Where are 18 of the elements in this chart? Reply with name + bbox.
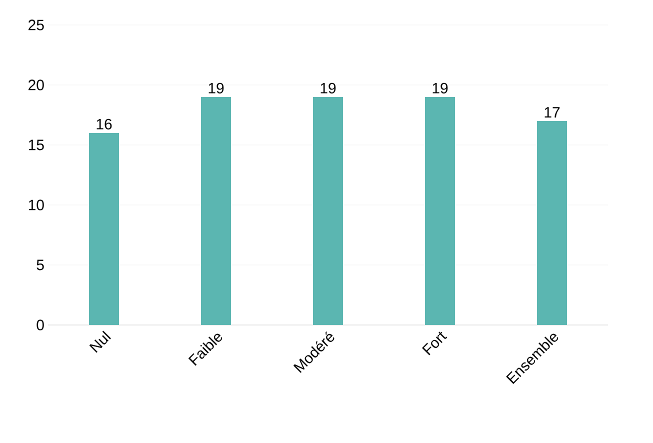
data-label: 19 [208, 82, 224, 94]
y-tick-label: 15 [28, 140, 44, 150]
bar [425, 96, 455, 325]
y-tick-label: 25 [28, 20, 44, 30]
y-tick-label: 0 [36, 320, 44, 330]
y-tick-label: 5 [36, 260, 44, 270]
x-tick-label: Fort [422, 332, 448, 356]
data-label: 19 [320, 82, 336, 94]
bar [313, 96, 343, 325]
data-label: 16 [96, 118, 112, 130]
y-tick-label: 10 [28, 200, 44, 210]
bar [536, 120, 567, 325]
data-label: 17 [544, 107, 560, 118]
bar [201, 96, 231, 325]
x-tick-label: Nul [89, 330, 111, 353]
data-label: 19 [432, 82, 448, 94]
bar [89, 132, 120, 325]
y-tick-label: 20 [28, 80, 44, 90]
